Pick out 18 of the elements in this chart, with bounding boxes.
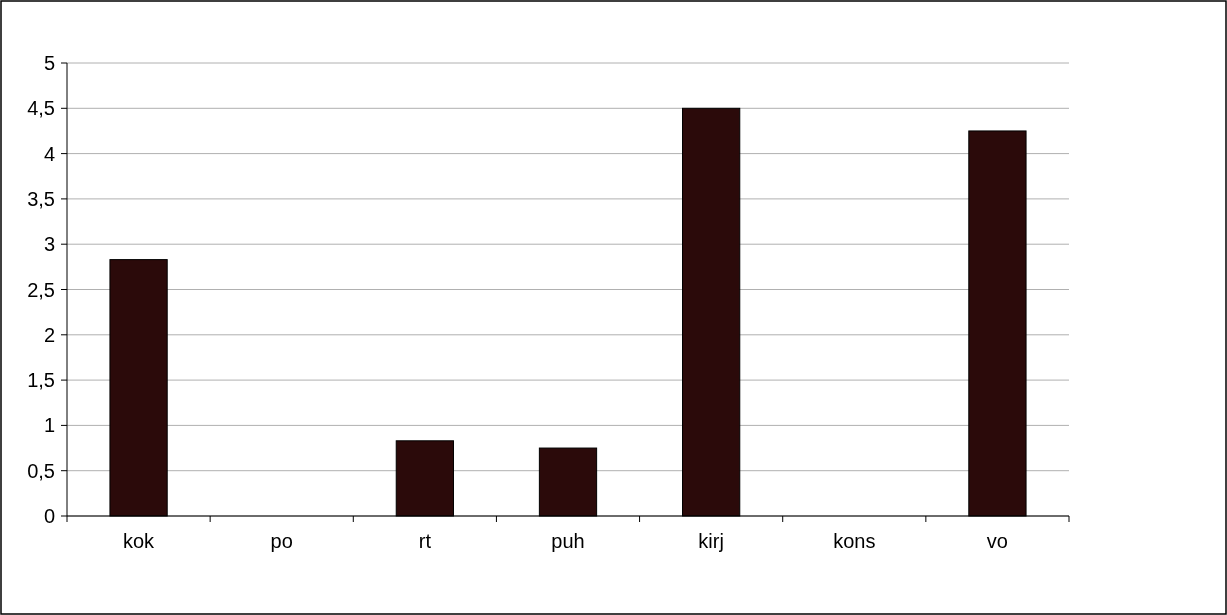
y-tick-label: 2,5 (27, 278, 55, 301)
x-tick-label: kok (123, 530, 156, 552)
x-tick-label: vo (986, 530, 1008, 552)
y-tick-label: 1 (43, 414, 55, 437)
x-tick-label: rt (418, 530, 432, 552)
y-tick-label: 0,5 (27, 459, 55, 482)
y-tick-label: 4 (43, 142, 55, 165)
y-tick-label: 5 (43, 52, 55, 74)
x-tick-label: kons (833, 530, 876, 552)
x-tick-label: kirj (698, 530, 724, 552)
y-tick-label: 4,5 (27, 97, 55, 120)
x-tick-label: puh (551, 530, 585, 552)
y-tick-label: 3,5 (27, 187, 55, 210)
x-tick-label: po (270, 530, 293, 552)
y-tick-label: 0 (43, 505, 55, 527)
y-tick-label: 3 (43, 233, 55, 256)
y-tick-label: 2 (43, 323, 55, 346)
y-tick-label: 1,5 (27, 369, 55, 392)
